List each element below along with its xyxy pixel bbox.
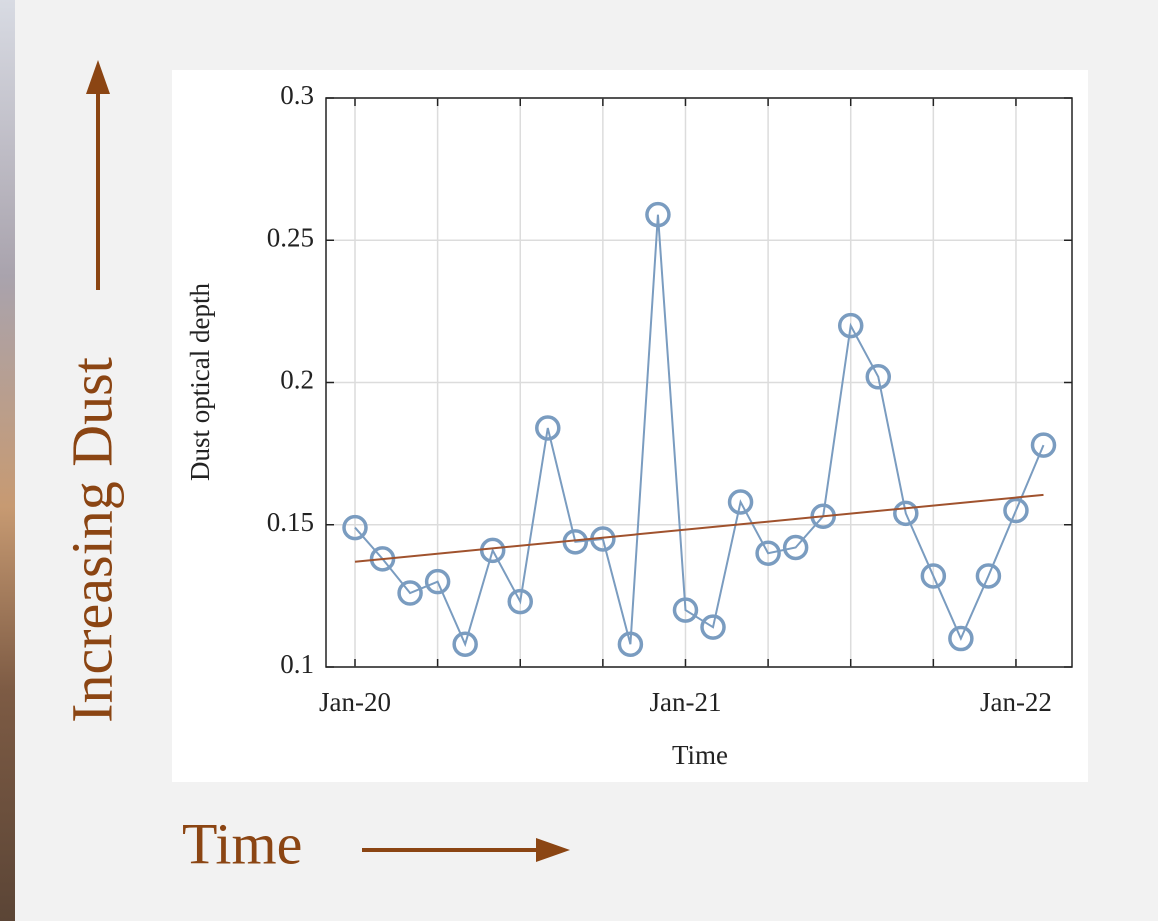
data-point <box>700 614 726 640</box>
data-point <box>865 364 892 390</box>
data-point <box>1030 432 1057 458</box>
data-point <box>837 312 864 339</box>
vertical-annotation: Increasing Dust <box>59 357 124 723</box>
chart-panel <box>172 70 1088 782</box>
data-point <box>507 588 533 615</box>
data-point <box>948 625 974 652</box>
x-tick-label: Jan-22 <box>980 687 1052 717</box>
data-point <box>975 563 1002 589</box>
data-point <box>920 563 947 589</box>
y-tick-label: 0.25 <box>267 222 314 252</box>
data-point <box>535 415 561 441</box>
y-tick-label: 0.15 <box>267 507 314 537</box>
data-point <box>727 489 754 515</box>
data-point <box>397 580 423 606</box>
y-tick-label: 0.1 <box>280 649 314 679</box>
photo-strip <box>0 0 15 921</box>
x-tick-label: Jan-20 <box>319 687 391 717</box>
y-tick-label: 0.2 <box>280 365 314 395</box>
data-point <box>424 568 451 595</box>
data-point <box>893 500 919 527</box>
trend-line <box>354 493 1044 563</box>
data-point <box>342 514 368 541</box>
data-point <box>1003 497 1029 524</box>
data-point <box>755 540 781 566</box>
x-tick-label: Jan-21 <box>649 687 721 717</box>
horizontal-arrowhead <box>536 838 570 862</box>
data-point <box>645 201 671 228</box>
data-point <box>810 503 836 529</box>
vertical-arrowhead <box>86 60 110 94</box>
data-point <box>782 534 809 561</box>
plot-frame <box>325 97 1073 668</box>
data-point <box>452 631 478 657</box>
y-tick-label: 0.3 <box>280 80 314 110</box>
y-axis-label: Dust optical depth <box>185 283 215 481</box>
data-point <box>617 631 644 657</box>
horizontal-annotation: Time <box>182 811 302 876</box>
x-axis-label: Time <box>672 740 728 770</box>
data-point <box>672 597 699 623</box>
